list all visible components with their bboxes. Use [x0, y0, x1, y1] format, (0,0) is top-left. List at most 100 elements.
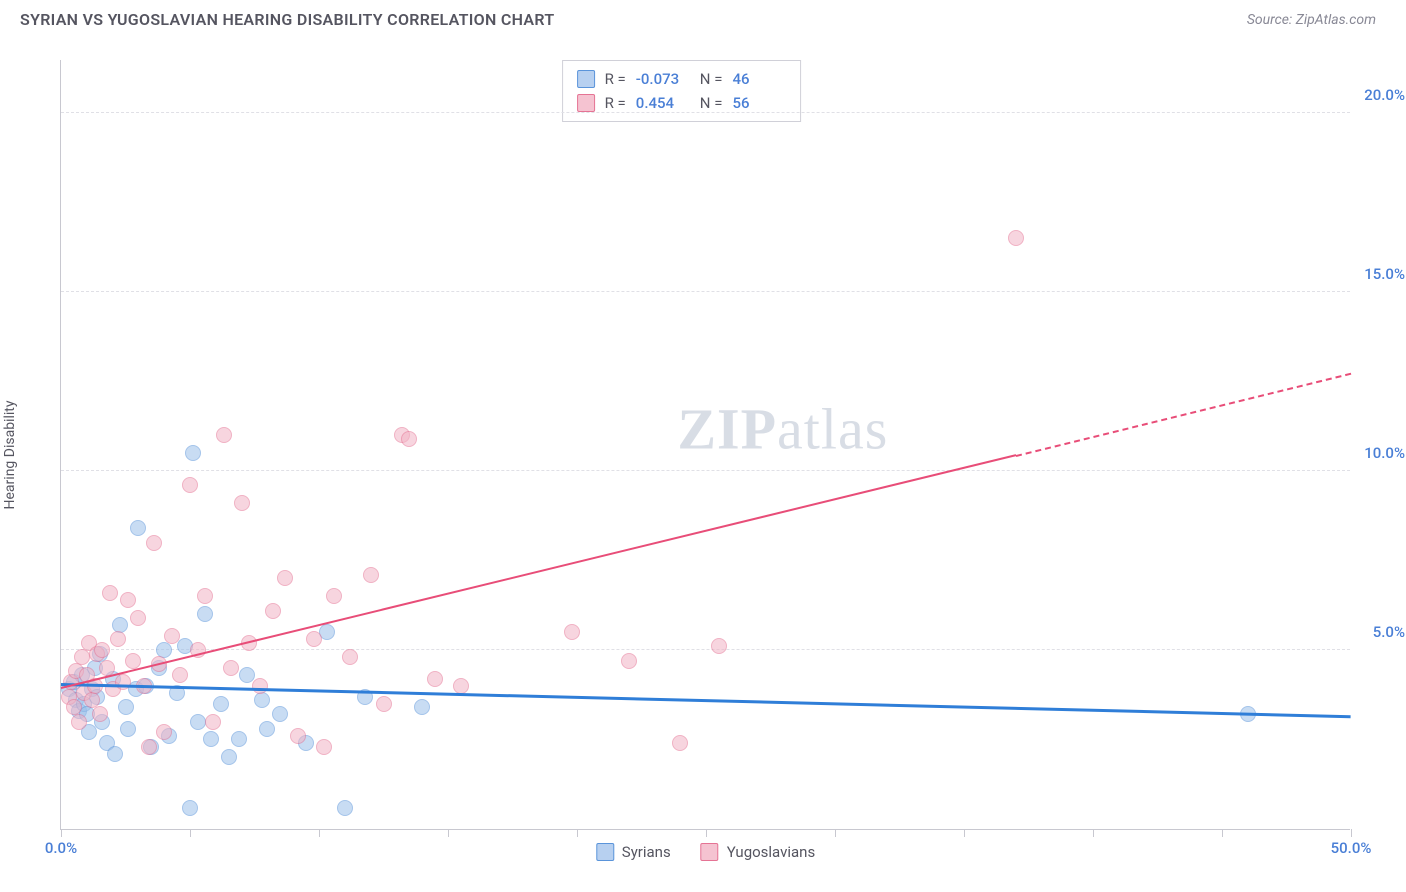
scatter-point	[316, 739, 332, 755]
scatter-point	[401, 431, 417, 447]
x-tick	[1093, 829, 1094, 837]
scatter-point	[190, 714, 206, 730]
scatter-point	[231, 731, 247, 747]
scatter-point	[672, 735, 688, 751]
scatter-point	[115, 674, 131, 690]
stat-n-value: 46	[732, 67, 786, 91]
legend-item: Syrians	[596, 843, 671, 861]
trend-line-extrapolated	[1015, 372, 1351, 456]
gridline	[61, 112, 1350, 113]
scatter-point	[252, 678, 268, 694]
gridline	[61, 470, 1350, 471]
legend-label: Syrians	[622, 843, 671, 861]
x-tick-label: 50.0%	[1331, 839, 1372, 857]
y-axis-label: Hearing Disability	[2, 401, 18, 510]
scatter-point	[564, 624, 580, 640]
scatter-point	[414, 699, 430, 715]
trend-line	[61, 455, 1016, 690]
scatter-point	[342, 649, 358, 665]
legend-item: Yugoslavians	[701, 843, 816, 861]
scatter-point	[164, 628, 180, 644]
scatter-point	[107, 746, 123, 762]
scatter-point	[130, 610, 146, 626]
legend-swatch	[596, 843, 614, 861]
scatter-point	[185, 445, 201, 461]
scatter-point	[197, 606, 213, 622]
scatter-point	[234, 495, 250, 511]
x-tick	[190, 829, 191, 837]
scatter-point	[277, 570, 293, 586]
scatter-point	[453, 678, 469, 694]
scatter-point	[197, 588, 213, 604]
scatter-point	[182, 477, 198, 493]
scatter-point	[125, 653, 141, 669]
scatter-point	[118, 699, 134, 715]
x-tick	[835, 829, 836, 837]
stat-r-value: -0.073	[636, 67, 690, 91]
watermark-bold: ZIP	[677, 397, 777, 462]
x-tick	[964, 829, 965, 837]
scatter-point	[326, 588, 342, 604]
scatter-point	[1008, 230, 1024, 246]
scatter-point	[120, 592, 136, 608]
scatter-point	[213, 696, 229, 712]
x-tick	[1351, 829, 1352, 837]
legend-label: Yugoslavians	[727, 843, 816, 861]
chart-title: SYRIAN VS YUGOSLAVIAN HEARING DISABILITY…	[20, 10, 555, 29]
scatter-point	[290, 728, 306, 744]
scatter-point	[272, 706, 288, 722]
scatter-point	[221, 749, 237, 765]
stat-r-key: R =	[605, 67, 626, 91]
scatter-point	[92, 706, 108, 722]
scatter-point	[427, 671, 443, 687]
scatter-point	[102, 585, 118, 601]
scatter-point	[130, 520, 146, 536]
bottom-legend: Syrians Yugoslavians	[596, 843, 815, 861]
scatter-point	[223, 660, 239, 676]
y-tick-label: 5.0%	[1373, 623, 1405, 641]
gridline	[61, 649, 1350, 650]
scatter-point	[259, 721, 275, 737]
scatter-point	[254, 692, 270, 708]
scatter-point	[94, 642, 110, 658]
y-tick-label: 10.0%	[1364, 444, 1405, 462]
scatter-point	[120, 721, 136, 737]
x-tick	[448, 829, 449, 837]
scatter-point	[156, 724, 172, 740]
plot-area: ZIPatlas R =-0.073N =46R =0.454N =56 Syr…	[60, 60, 1350, 830]
scatter-point	[337, 800, 353, 816]
stats-row: R = -0.073 N = 46	[577, 67, 787, 91]
y-tick-label: 15.0%	[1364, 265, 1405, 283]
source-credit: Source: ZipAtlas.com	[1247, 12, 1376, 28]
x-tick	[706, 829, 707, 837]
watermark-rest: atlas	[777, 397, 888, 462]
scatter-point	[363, 567, 379, 583]
gridline	[61, 291, 1350, 292]
x-tick	[1222, 829, 1223, 837]
scatter-point	[216, 427, 232, 443]
watermark: ZIPatlas	[677, 396, 888, 463]
chart-container: Hearing Disability ZIPatlas R =-0.073N =…	[20, 40, 1386, 870]
y-tick-label: 20.0%	[1364, 86, 1405, 104]
scatter-point	[306, 631, 322, 647]
x-tick	[319, 829, 320, 837]
scatter-point	[711, 638, 727, 654]
scatter-point	[71, 714, 87, 730]
scatter-point	[141, 739, 157, 755]
legend-swatch	[577, 94, 595, 112]
x-tick	[577, 829, 578, 837]
scatter-point	[172, 667, 188, 683]
legend-swatch	[577, 70, 595, 88]
x-tick-label: 0.0%	[45, 839, 77, 857]
scatter-point	[110, 631, 126, 647]
scatter-point	[203, 731, 219, 747]
scatter-point	[146, 535, 162, 551]
scatter-point	[205, 714, 221, 730]
legend-swatch	[701, 843, 719, 861]
scatter-point	[376, 696, 392, 712]
scatter-point	[74, 649, 90, 665]
stat-n-key: N =	[700, 67, 723, 91]
scatter-point	[182, 800, 198, 816]
scatter-point	[265, 603, 281, 619]
x-tick	[61, 829, 62, 837]
